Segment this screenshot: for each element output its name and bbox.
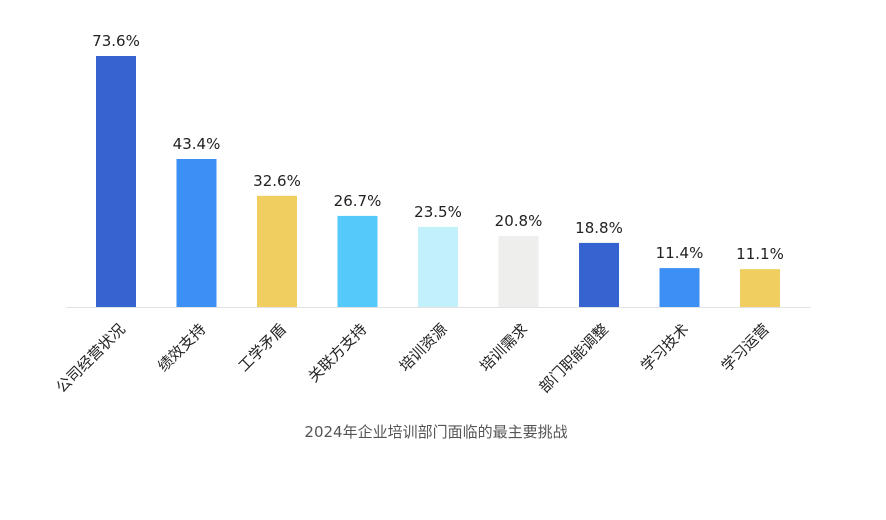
value-label-2: 43.4% bbox=[173, 135, 221, 153]
bar-4 bbox=[337, 215, 378, 307]
category-label-7: 部门职能调整 bbox=[535, 320, 611, 396]
category-label-1: 公司经营状况 bbox=[52, 320, 128, 396]
bar-6 bbox=[498, 236, 539, 307]
bar-7 bbox=[579, 242, 619, 307]
value-label-7: 18.8% bbox=[575, 219, 623, 237]
value-label-5: 23.5% bbox=[414, 203, 462, 221]
category-label-4: 关联方支持 bbox=[305, 320, 371, 386]
category-label-3: 工学矛盾 bbox=[235, 320, 290, 375]
bars-group bbox=[96, 56, 780, 307]
bar-1 bbox=[96, 56, 136, 307]
bar-9 bbox=[740, 269, 780, 307]
bar-2 bbox=[176, 159, 217, 307]
category-label-5: 培训资源 bbox=[396, 320, 451, 375]
bar-8 bbox=[659, 268, 700, 307]
bar-5 bbox=[418, 226, 458, 307]
category-label-8: 学习技术 bbox=[637, 320, 692, 375]
value-label-1: 73.6% bbox=[92, 32, 140, 50]
chart-title: 2024年企业培训部门面临的最主要挑战 bbox=[304, 423, 567, 441]
value-label-4: 26.7% bbox=[334, 192, 382, 210]
category-labels-group: 公司经营状况 绩效支持 工学矛盾 关联方支持 培训资源 培训需求 部门职能调整 学习技术 学习运… bbox=[52, 320, 772, 396]
value-label-6: 20.8% bbox=[495, 212, 543, 230]
category-label-2: 绩效支持 bbox=[154, 320, 209, 375]
category-label-6: 培训需求 bbox=[476, 320, 531, 375]
value-label-3: 32.6% bbox=[253, 172, 301, 190]
value-label-8: 11.4% bbox=[656, 244, 704, 262]
value-labels-group: 73.6% 43.4% 32.6% 26.7% 23.5% 20.8% 18.8% 11.4%… bbox=[92, 32, 784, 263]
bar-3 bbox=[257, 195, 297, 307]
category-label-9: 学习运营 bbox=[718, 320, 773, 375]
value-label-9: 11.1% bbox=[736, 245, 784, 263]
